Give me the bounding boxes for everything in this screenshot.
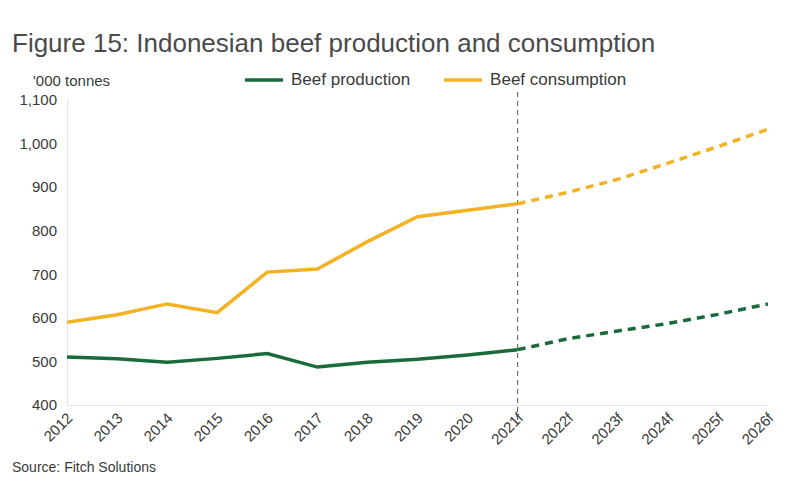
x-tick-label: 2026f	[738, 409, 777, 448]
y-axis-line	[67, 101, 68, 406]
legend-item: Beef consumption	[444, 70, 626, 89]
series-line-forecast	[518, 129, 768, 204]
x-tick: 2023f	[588, 405, 627, 448]
y-tick-label: 600	[32, 309, 57, 326]
x-tick-label: 2019	[391, 409, 427, 445]
x-tick: 2020	[441, 405, 477, 445]
legend-label: Beef production	[291, 70, 410, 89]
x-tick: 2015	[190, 405, 226, 445]
chart-title: Figure 15: Indonesian beef production an…	[12, 28, 655, 58]
y-tick: 900	[32, 178, 67, 195]
x-axis: 2012 2013 2014 2015 2016 2017 2018 2019 2020 2021…	[40, 405, 777, 448]
legend-item: Beef production	[245, 70, 410, 89]
legend-swatch	[245, 78, 283, 82]
y-tick-label: 500	[32, 353, 57, 370]
y-tick-label: 1,000	[19, 135, 57, 152]
x-tick-label: 2020	[441, 409, 477, 445]
x-tick-label: 2017	[290, 409, 326, 445]
y-tick: 700	[32, 266, 67, 283]
x-tick-label: 2024f	[638, 409, 677, 448]
x-tick-label: 2012	[40, 409, 76, 445]
y-tick: 500	[32, 353, 67, 370]
x-tick-label: 2025f	[688, 409, 727, 448]
y-tick-label: 1,100	[19, 91, 57, 108]
x-tick: 2013	[90, 405, 126, 445]
source-note: Source: Fitch Solutions	[12, 459, 156, 475]
y-tick-label: 800	[32, 222, 57, 239]
x-tick: 2025f	[688, 405, 727, 448]
y-tick-label: 400	[32, 396, 57, 413]
x-tick: 2022f	[538, 405, 577, 448]
x-tick-label: 2014	[140, 409, 176, 445]
series-line	[67, 350, 518, 367]
x-tick: 2026f	[738, 405, 777, 448]
y-tick: 800	[32, 222, 67, 239]
y-tick: 1,000	[19, 135, 67, 152]
x-tick-label: 2022f	[538, 409, 577, 448]
x-tick-label: 2021f	[488, 409, 527, 448]
x-tick: 2014	[140, 405, 176, 445]
y-tick: 1,100	[19, 91, 67, 108]
x-tick: 2024f	[638, 405, 677, 448]
x-tick: 2019	[391, 405, 427, 445]
x-tick-label: 2018	[340, 409, 376, 445]
x-tick: 2018	[340, 405, 376, 445]
x-tick: 2016	[240, 405, 276, 445]
x-tick: 2012	[40, 405, 76, 445]
y-axis: 400 500 600 700 800 900 1,000 1,100	[19, 91, 67, 413]
x-tick: 2021f	[488, 405, 527, 448]
x-tick-label: 2015	[190, 409, 226, 445]
x-tick-label: 2016	[240, 409, 276, 445]
forecast-divider	[517, 92, 518, 420]
x-tick-label: 2013	[90, 409, 126, 445]
y-tick-label: 900	[32, 178, 57, 195]
x-tick: 2017	[290, 405, 326, 445]
x-tick-label: 2023f	[588, 409, 627, 448]
legend-label: Beef consumption	[490, 70, 626, 89]
series-line	[67, 204, 518, 323]
y-axis-label: '000 tonnes	[33, 72, 110, 89]
plot-area	[67, 129, 768, 367]
x-axis-line	[68, 405, 769, 406]
legend-swatch	[444, 78, 482, 82]
series-line-forecast	[518, 304, 768, 350]
y-tick: 600	[32, 309, 67, 326]
y-tick-label: 700	[32, 266, 57, 283]
